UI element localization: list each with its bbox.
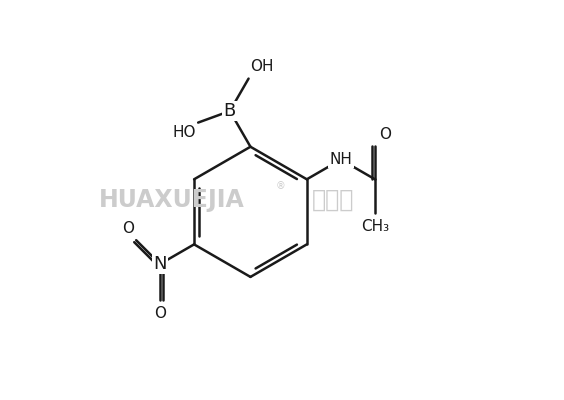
Text: N: N [153, 255, 167, 273]
Text: HO: HO [173, 124, 196, 140]
Text: B: B [224, 102, 236, 120]
Text: CH₃: CH₃ [361, 219, 389, 234]
Text: 化学加: 化学加 [312, 188, 354, 212]
Text: NH: NH [329, 152, 352, 167]
Text: O: O [154, 306, 166, 320]
Text: HUAXUEJIA: HUAXUEJIA [99, 188, 244, 212]
Text: O: O [122, 221, 134, 236]
Text: ®: ® [275, 181, 285, 191]
Text: O: O [379, 127, 391, 142]
Text: OH: OH [250, 59, 274, 74]
